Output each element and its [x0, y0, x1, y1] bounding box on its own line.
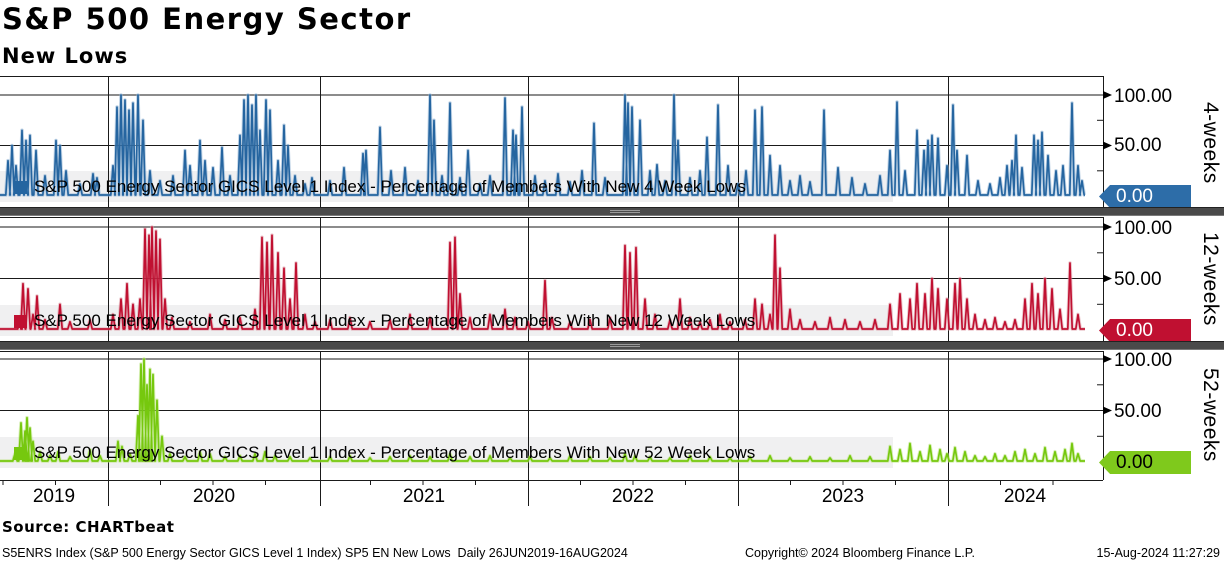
page-subtitle: New Lows	[2, 44, 129, 68]
divider-grip-icon	[610, 210, 640, 211]
footer-copyright: Copyright© 2024 Bloomberg Finance L.P.	[745, 546, 975, 560]
ytick-100: 100.00	[1114, 86, 1173, 107]
year-label: 2023	[821, 486, 865, 507]
ytick-100: 100.00	[1114, 350, 1173, 371]
panel-label-4-weeks: 4-weeks	[1199, 101, 1222, 184]
year-label: 2021	[402, 486, 446, 507]
divider-grip-icon	[610, 344, 640, 345]
year-label: 2024	[1003, 486, 1047, 507]
footer-datetime: 15-Aug-2024 11:27:29	[1096, 546, 1220, 560]
footer-security-info: S5ENRS Index (S&P 500 Energy Sector GICS…	[2, 546, 628, 560]
legend-label: S&P 500 Energy Sector GICS Level 1 Index…	[34, 311, 756, 330]
legend-swatch-12-weeks-icon	[14, 314, 27, 328]
panel-4-weeks-plot	[0, 76, 1112, 207]
source-label: Source: CHARTbeat	[2, 518, 175, 536]
ytick-50: 50.00	[1114, 401, 1162, 422]
panel-label-12-weeks: 12-weeks	[1199, 232, 1222, 326]
ytick-100: 100.00	[1114, 218, 1173, 239]
legend-52-weeks[interactable]: S&P 500 Energy Sector GICS Level 1 Index…	[0, 442, 755, 464]
year-label: 2019	[32, 486, 76, 507]
legend-swatch-4-weeks-icon	[14, 180, 27, 194]
last-value-badge-12-weeks[interactable]: 0.00	[1099, 319, 1191, 342]
panel-12-weeks-plot	[0, 217, 1112, 341]
legend-label: S&P 500 Energy Sector GICS Level 1 Index…	[34, 177, 746, 196]
panel-divider-2[interactable]	[0, 341, 1224, 350]
last-value-badge-4-weeks[interactable]: 0.00	[1099, 185, 1191, 208]
legend-label: S&P 500 Energy Sector GICS Level 1 Index…	[34, 443, 756, 462]
legend-12-weeks[interactable]: S&P 500 Energy Sector GICS Level 1 Index…	[0, 310, 755, 332]
year-label: 2020	[192, 486, 236, 507]
panel-label-52-weeks: 52-weeks	[1199, 368, 1222, 462]
page-title: S&P 500 Energy Sector	[2, 2, 412, 36]
panel-divider-1[interactable]	[0, 207, 1224, 216]
legend-swatch-52-weeks-icon	[14, 446, 27, 460]
ytick-50: 50.00	[1114, 269, 1162, 290]
year-label: 2022	[611, 486, 655, 507]
ytick-50: 50.00	[1114, 135, 1162, 156]
panel-52-weeks-plot	[0, 351, 1112, 480]
x-axis	[0, 480, 1103, 506]
last-value-badge-52-weeks[interactable]: 0.00	[1099, 451, 1191, 474]
legend-4-weeks[interactable]: S&P 500 Energy Sector GICS Level 1 Index…	[0, 176, 746, 198]
